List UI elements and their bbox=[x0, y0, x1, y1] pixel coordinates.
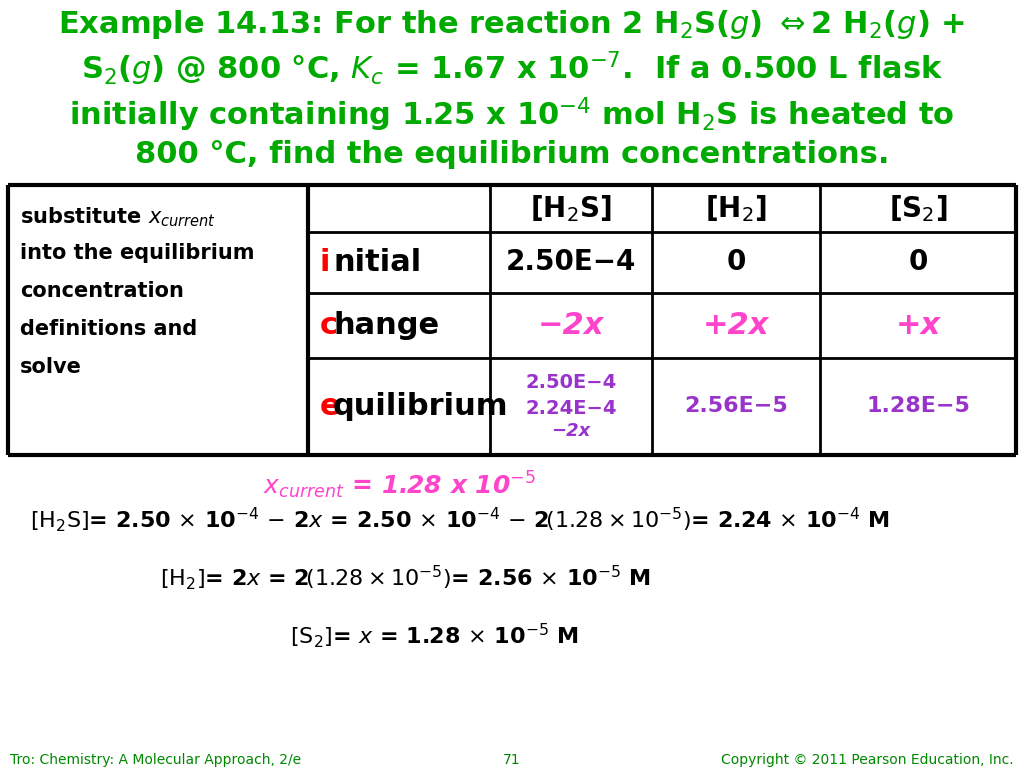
Text: +2x: +2x bbox=[702, 311, 769, 340]
Text: [S$_2$]: [S$_2$] bbox=[889, 193, 947, 224]
Text: S$_2$($g$) @ 800 °C, $K_c$ = 1.67 x 10$^{-7}$.  If a 0.500 L flask: S$_2$($g$) @ 800 °C, $K_c$ = 1.67 x 10$^… bbox=[81, 50, 943, 88]
Text: definitions and: definitions and bbox=[20, 319, 198, 339]
Text: Copyright © 2011 Pearson Education, Inc.: Copyright © 2011 Pearson Education, Inc. bbox=[721, 753, 1014, 767]
Text: 2.56E−5: 2.56E−5 bbox=[684, 396, 787, 416]
Text: $\left[\mathrm{H_2S}\right]$= 2.50 $\times$ 10$^{-4}$ $-$ 2$x$ = 2.50 $\times$ 1: $\left[\mathrm{H_2S}\right]$= 2.50 $\tim… bbox=[30, 505, 890, 534]
Text: 0: 0 bbox=[726, 249, 745, 276]
Text: 2.50E−4: 2.50E−4 bbox=[525, 373, 616, 392]
Text: 1.28E−5: 1.28E−5 bbox=[866, 396, 970, 416]
Text: 800 °C, find the equilibrium concentrations.: 800 °C, find the equilibrium concentrati… bbox=[135, 140, 889, 169]
Text: nitial: nitial bbox=[333, 248, 421, 277]
Text: [H$_2$]: [H$_2$] bbox=[706, 193, 767, 224]
Text: Tro: Chemistry: A Molecular Approach, 2/e: Tro: Chemistry: A Molecular Approach, 2/… bbox=[10, 753, 301, 767]
Text: initially containing 1.25 x 10$^{-4}$ mol H$_2$S is heated to: initially containing 1.25 x 10$^{-4}$ mo… bbox=[70, 96, 954, 134]
Text: c: c bbox=[319, 311, 338, 340]
Text: +x: +x bbox=[895, 311, 941, 340]
Text: into the equilibrium: into the equilibrium bbox=[20, 243, 255, 263]
Text: Example 14.13: For the reaction 2 H$_2$S($g$) $\Leftrightarrow$2 H$_2$($g$) +: Example 14.13: For the reaction 2 H$_2$S… bbox=[58, 8, 966, 41]
Text: −2x: −2x bbox=[538, 311, 604, 340]
Text: substitute $x_{current}$: substitute $x_{current}$ bbox=[20, 205, 216, 229]
Text: e: e bbox=[319, 392, 341, 421]
Text: 2.24E−4: 2.24E−4 bbox=[525, 399, 616, 418]
Text: [H$_2$S]: [H$_2$S] bbox=[530, 193, 612, 224]
Text: 0: 0 bbox=[908, 249, 928, 276]
Text: hange: hange bbox=[333, 311, 439, 340]
Text: $\left[\mathrm{S_2}\right]$= $x$ = 1.28 $\times$ 10$^{-5}$ M: $\left[\mathrm{S_2}\right]$= $x$ = 1.28 … bbox=[290, 621, 579, 650]
Text: −2x: −2x bbox=[551, 422, 591, 439]
Text: $\left[\mathrm{H_2}\right]$= 2$x$ = 2$\!\left(1.28\times10^{-5}\right)$= 2.56 $\: $\left[\mathrm{H_2}\right]$= 2$x$ = 2$\!… bbox=[160, 563, 651, 592]
Text: i: i bbox=[319, 248, 331, 277]
Text: solve: solve bbox=[20, 357, 82, 377]
Text: 2.50E−4: 2.50E−4 bbox=[506, 249, 636, 276]
Text: concentration: concentration bbox=[20, 281, 184, 301]
Text: 71: 71 bbox=[503, 753, 521, 767]
Text: $x_{current}$ = 1.28 x 10$^{-5}$: $x_{current}$ = 1.28 x 10$^{-5}$ bbox=[263, 470, 537, 502]
Text: quilibrium: quilibrium bbox=[333, 392, 509, 421]
